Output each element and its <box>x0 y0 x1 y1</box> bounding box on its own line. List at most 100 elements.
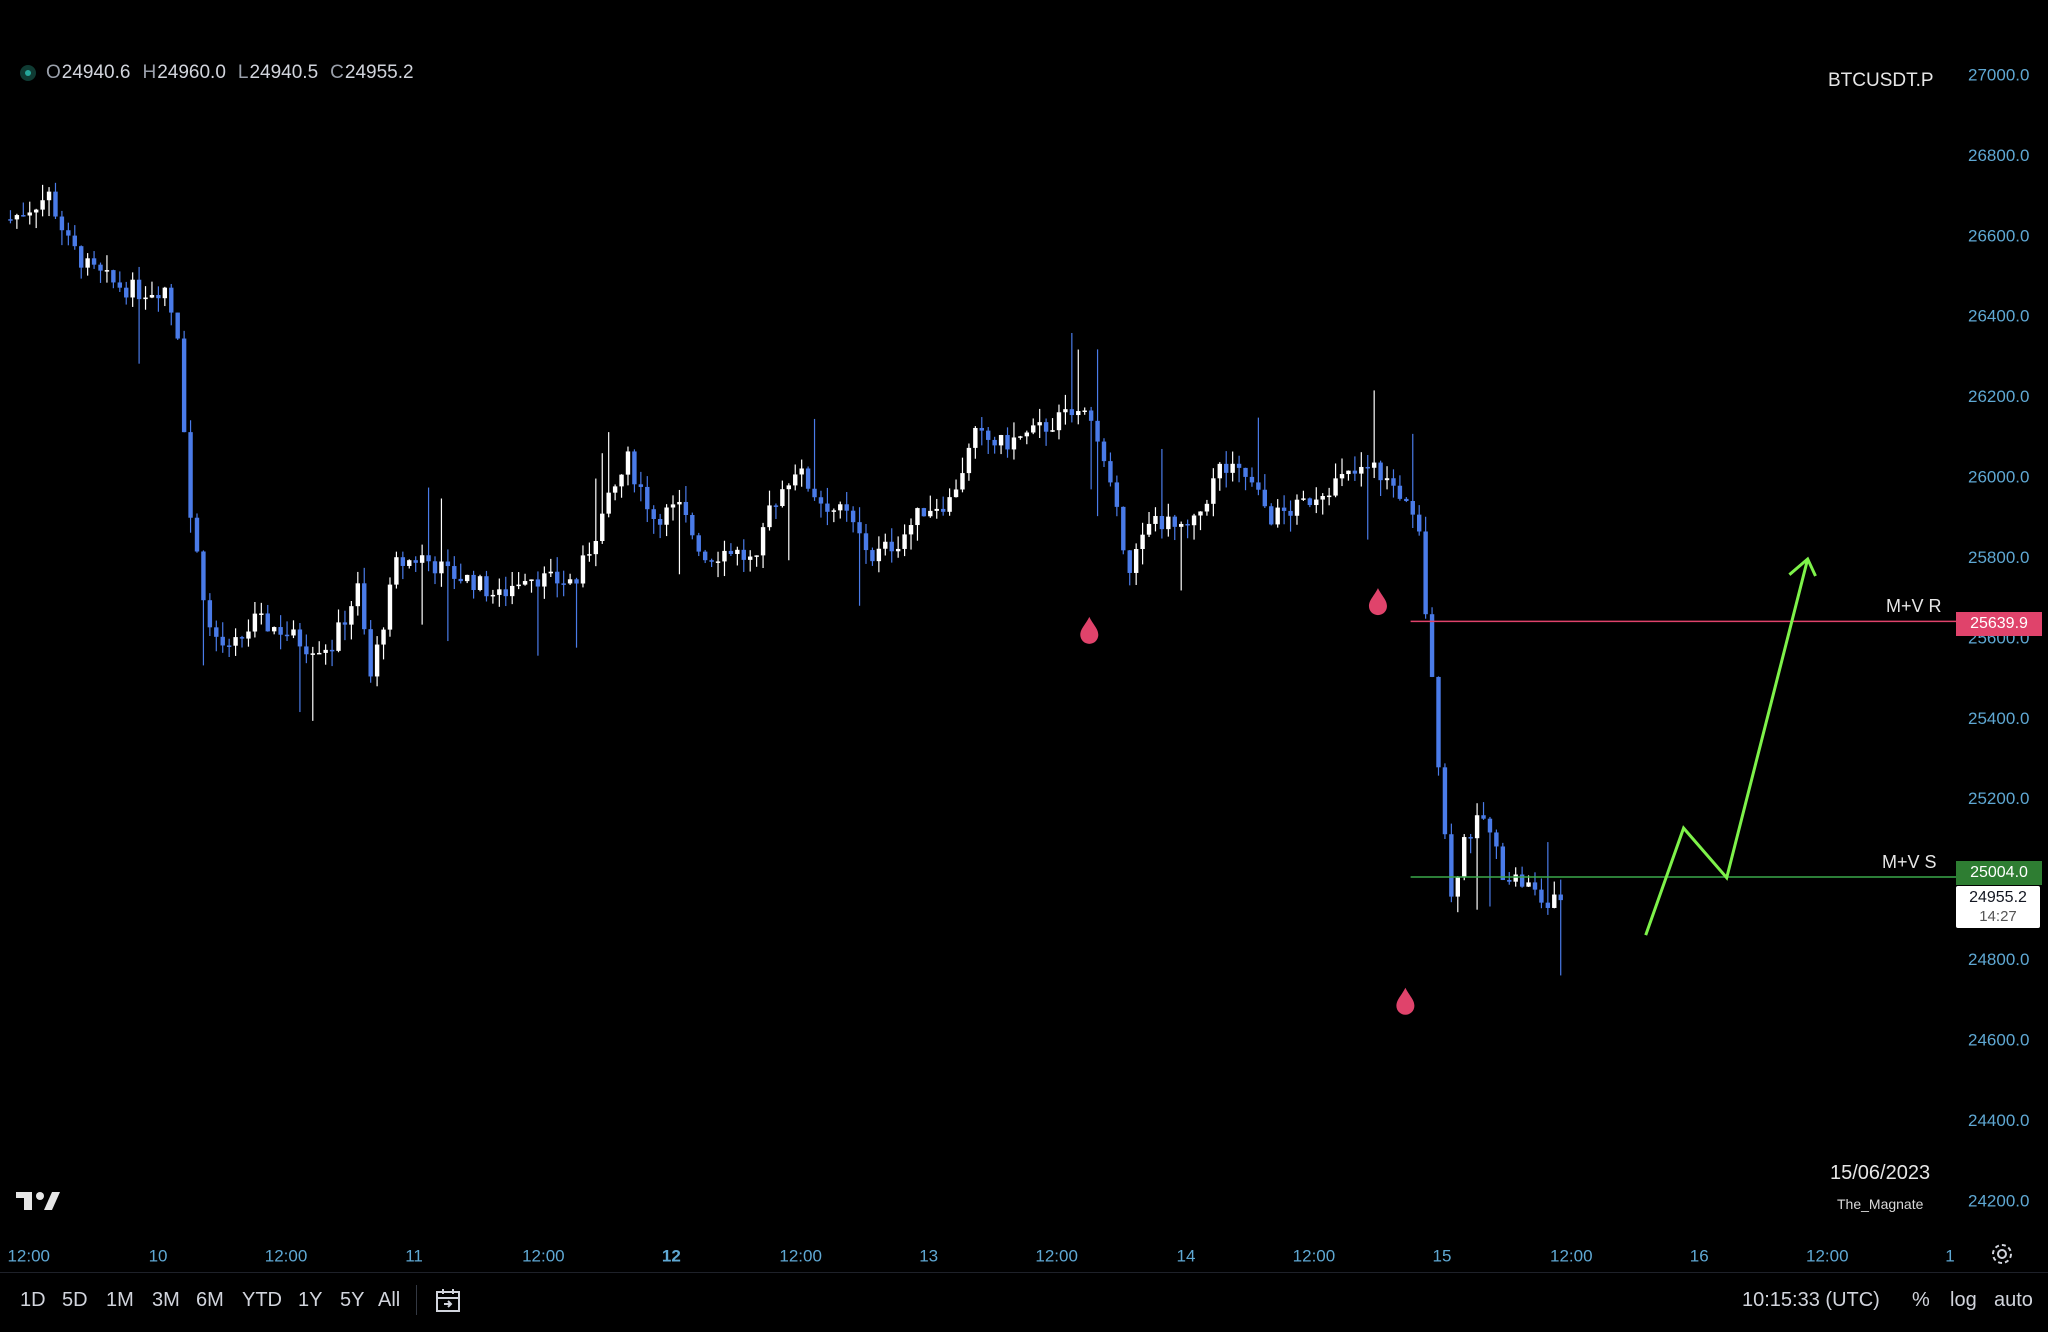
candle-body <box>1031 425 1036 433</box>
x-axis-tick-label: 10 <box>149 1247 168 1266</box>
candle-body <box>484 576 489 597</box>
candle-body <box>1326 495 1332 498</box>
candle-body <box>555 571 560 584</box>
candle-body <box>1468 837 1473 839</box>
candle-body <box>265 613 270 632</box>
candle-body <box>291 629 296 636</box>
x-axis-tick-label: 11 <box>405 1247 423 1266</box>
symbol-label: BTCUSDT.P <box>1828 70 1934 91</box>
candle-body <box>201 551 206 601</box>
candle-body <box>1301 498 1306 500</box>
range-button-1d[interactable]: 1D <box>20 1289 46 1311</box>
tradingview-logo-icon[interactable] <box>16 1190 62 1214</box>
auto-scale-button[interactable]: auto <box>1994 1289 2033 1311</box>
range-button-3m[interactable]: 3M <box>152 1289 180 1311</box>
y-axis-tick-label: 26200.0 <box>1968 387 2029 406</box>
candle-body <box>445 561 451 567</box>
range-button-ytd[interactable]: YTD <box>242 1289 282 1311</box>
ohlc-legend: O24940.6 H24960.0 L24940.5 C24955.2 <box>20 62 426 84</box>
candle-body <box>220 636 225 646</box>
candle-body <box>452 566 457 579</box>
candle-body <box>683 501 689 516</box>
y-axis-tick-label: 25800.0 <box>1968 548 2029 567</box>
candle-body <box>992 439 997 446</box>
ohlc-key-h: H <box>142 62 157 83</box>
y-axis-tick-label: 27000.0 <box>1968 65 2029 84</box>
candle-body <box>741 549 746 560</box>
candle-body <box>1076 411 1081 416</box>
candle-body <box>940 508 946 512</box>
candle-body <box>1494 832 1499 847</box>
candle-body <box>1346 470 1351 475</box>
candle-body <box>625 451 631 475</box>
y-axis-tick-label: 24400.0 <box>1968 1111 2029 1130</box>
candle-body <box>1423 531 1428 615</box>
x-axis-tick-label: 12:00 <box>779 1247 822 1266</box>
candle-body <box>793 474 798 486</box>
candle-body <box>181 338 187 433</box>
candle-body <box>1217 463 1222 479</box>
candle-body <box>838 504 843 511</box>
candle-body <box>1507 880 1512 882</box>
candle-body <box>1153 516 1158 524</box>
candle-body <box>1314 499 1319 506</box>
x-axis-tick-label: 1 <box>1945 1247 1954 1266</box>
watermark-author: The_Magnate <box>1837 1196 1924 1212</box>
settings-gear-icon[interactable] <box>1990 1242 2014 1266</box>
candle-body <box>1365 466 1370 469</box>
x-axis-tick-label: 16 <box>1690 1247 1709 1266</box>
candle-body <box>252 613 258 632</box>
candle-body <box>529 579 534 582</box>
candle-body <box>362 583 367 630</box>
candle-body <box>1056 412 1062 431</box>
candle-body <box>394 557 399 585</box>
percent-scale-button[interactable]: % <box>1912 1289 1930 1311</box>
range-button-6m[interactable]: 6M <box>196 1289 224 1311</box>
candle-body <box>72 235 77 247</box>
log-scale-button[interactable]: log <box>1950 1289 1977 1311</box>
candle-body <box>715 561 721 563</box>
candle-body <box>207 600 213 628</box>
candle-body <box>175 312 180 339</box>
candle-body <box>522 581 528 585</box>
candle-body <box>883 541 888 549</box>
candle-body <box>844 504 849 511</box>
candle-body <box>767 505 772 528</box>
range-button-all[interactable]: All <box>378 1289 401 1311</box>
candle-body <box>8 219 13 221</box>
candle-body <box>735 549 740 554</box>
candle-body <box>1352 470 1358 474</box>
candle-body <box>921 508 927 517</box>
range-button-5d[interactable]: 5D <box>62 1289 88 1311</box>
utc-clock[interactable]: 10:15:33 (UTC) <box>1742 1289 1880 1311</box>
candle-body <box>149 295 155 298</box>
range-button-5y[interactable]: 5Y <box>340 1289 365 1311</box>
x-axis-tick-label: 12:00 <box>1293 1247 1336 1266</box>
candle-body <box>336 622 341 651</box>
candle-body <box>947 497 952 512</box>
candle-body <box>1011 437 1017 450</box>
candle-body <box>1359 466 1364 474</box>
candle-body <box>1256 482 1261 490</box>
range-button-1y[interactable]: 1Y <box>298 1289 323 1311</box>
candle-body <box>1404 498 1409 502</box>
candle-body <box>1262 489 1268 507</box>
goto-date-icon[interactable] <box>434 1287 462 1315</box>
candle-body <box>1024 432 1030 437</box>
candle-body <box>1410 501 1415 515</box>
candle-body <box>1442 767 1448 835</box>
candle-body <box>1519 874 1525 887</box>
ohlc-key-c: C <box>330 62 344 83</box>
candle-body <box>136 279 142 300</box>
candle-body <box>509 585 515 597</box>
candle-body <box>1185 523 1190 526</box>
projection-path <box>1644 558 1810 936</box>
candle-body <box>863 533 869 551</box>
candle-body <box>91 258 97 265</box>
x-axis-tick-label: 12:00 <box>265 1247 308 1266</box>
y-axis-tick-label: 25400.0 <box>1968 709 2029 728</box>
range-button-1m[interactable]: 1M <box>106 1289 134 1311</box>
y-axis-tick-label: 24200.0 <box>1968 1191 2029 1210</box>
